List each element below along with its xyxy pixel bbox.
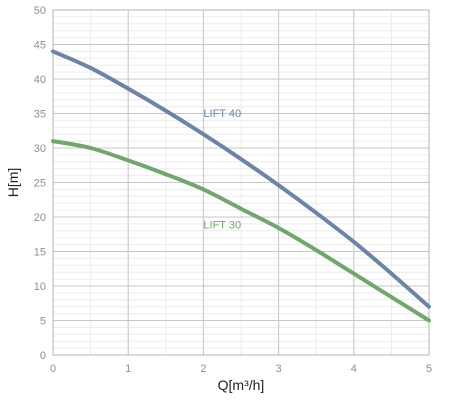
y-tick-label: 15 [34,247,46,259]
x-axis-title: Q[m³/h] [218,377,265,393]
y-tick-label: 10 [34,281,46,293]
y-tick-label: 50 [34,5,46,17]
y-tick-label: 45 [34,40,46,52]
y-tick-label: 30 [34,143,46,155]
y-tick-label: 35 [34,109,46,121]
grid [52,9,430,356]
y-axis-title: H[m] [5,168,21,198]
y-tick-label: 0 [40,350,46,362]
series-line-0 [51,49,431,309]
x-tick-label: 3 [276,363,282,375]
y-tick-label: 5 [40,316,46,328]
series-line-1 [51,139,431,323]
axes [52,9,430,356]
x-tick-label: 2 [200,363,206,375]
series-label-0: LIFT 40 [203,108,241,120]
y-tick-label: 25 [34,178,46,190]
x-tick-label: 1 [125,363,131,375]
y-tick-label: 20 [34,212,46,224]
series-label-1: LIFT 30 [203,220,241,232]
x-tick-label: 4 [351,363,357,375]
y-tick-label: 40 [34,74,46,86]
series-lines: LIFT 40 LIFT 30 [51,49,431,323]
x-tick-label: 0 [50,363,56,375]
x-tick-label: 5 [426,363,432,375]
plot-frame [52,9,430,356]
